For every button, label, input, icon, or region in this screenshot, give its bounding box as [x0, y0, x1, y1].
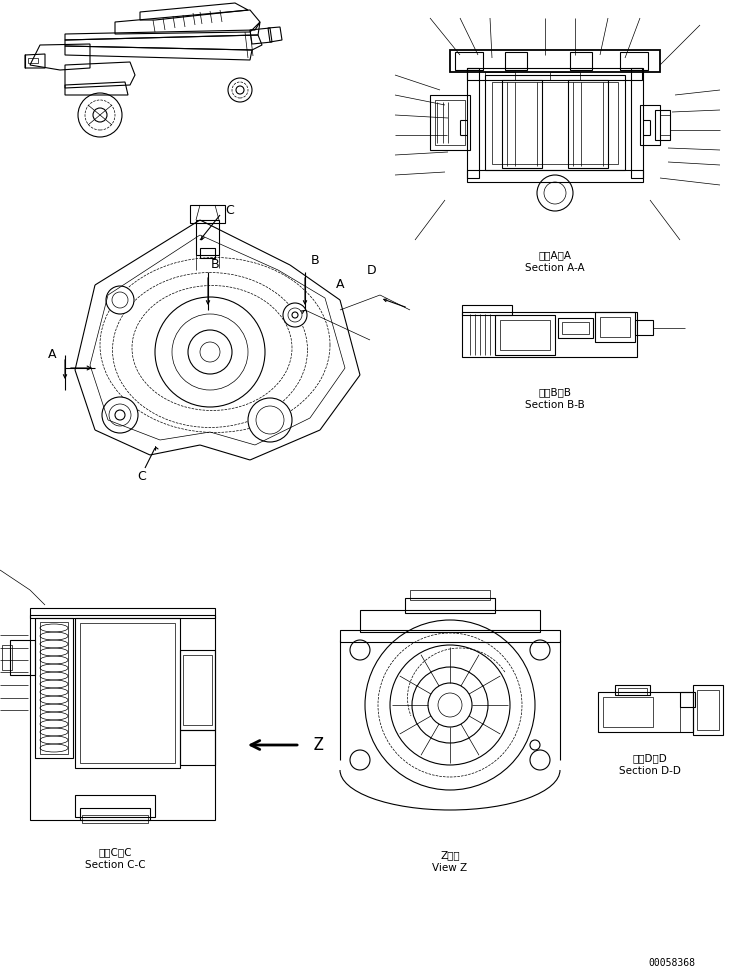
Text: Section D-D: Section D-D — [619, 766, 681, 776]
Bar — [467, 68, 479, 178]
Bar — [75, 795, 155, 817]
Text: B: B — [211, 258, 219, 271]
Bar — [603, 697, 653, 727]
Bar — [680, 692, 695, 707]
Text: Z　視: Z 視 — [440, 850, 460, 860]
Bar — [495, 315, 555, 355]
Bar — [697, 690, 719, 730]
Text: A: A — [336, 279, 344, 292]
Bar — [467, 68, 642, 80]
Bar — [200, 248, 215, 258]
Bar — [693, 685, 723, 735]
Bar — [655, 110, 670, 140]
Bar — [82, 815, 148, 823]
Bar — [598, 692, 693, 732]
Bar — [196, 220, 219, 255]
Bar — [40, 622, 68, 754]
Text: 断面D－D: 断面D－D — [633, 753, 667, 763]
Text: Section A-A: Section A-A — [526, 263, 585, 273]
Bar — [2, 645, 12, 670]
Bar — [550, 72, 580, 80]
Bar — [180, 650, 215, 730]
Bar — [430, 95, 470, 150]
Bar — [615, 685, 650, 695]
Bar — [600, 317, 630, 337]
Bar — [467, 170, 643, 182]
Bar — [595, 312, 635, 342]
Bar — [360, 610, 540, 632]
Bar — [485, 75, 625, 170]
Bar — [485, 72, 515, 80]
Circle shape — [248, 398, 292, 442]
Text: D: D — [368, 263, 377, 277]
Circle shape — [106, 286, 134, 314]
Bar — [502, 80, 542, 168]
Bar — [635, 320, 653, 335]
Bar — [618, 688, 647, 695]
Text: 断面A－A: 断面A－A — [539, 250, 572, 260]
Bar — [75, 618, 180, 768]
Text: C: C — [226, 204, 234, 216]
Text: Section C-C: Section C-C — [85, 860, 146, 870]
Text: B: B — [311, 254, 319, 266]
Bar — [10, 640, 35, 675]
Bar — [405, 598, 495, 613]
Bar — [435, 100, 465, 145]
Bar — [340, 630, 560, 642]
Bar — [558, 318, 593, 338]
Bar — [190, 205, 225, 223]
Circle shape — [102, 397, 138, 433]
Bar — [562, 322, 589, 334]
Bar — [180, 730, 215, 765]
Bar — [570, 52, 592, 70]
Bar — [450, 50, 660, 72]
Text: C: C — [137, 471, 146, 484]
Bar — [410, 590, 490, 600]
Text: Section B-B: Section B-B — [525, 400, 585, 410]
Bar — [505, 52, 527, 70]
Text: 断面B－B: 断面B－B — [539, 387, 572, 397]
Bar — [30, 608, 215, 618]
Bar — [640, 105, 660, 145]
Bar — [183, 655, 212, 725]
Bar — [35, 618, 73, 758]
Bar — [568, 80, 608, 168]
Bar — [620, 52, 648, 70]
Bar — [80, 623, 175, 763]
Text: Z: Z — [312, 736, 323, 754]
Bar — [30, 615, 215, 820]
Text: 断面C－C: 断面C－C — [98, 847, 132, 857]
Bar — [80, 808, 150, 820]
Text: View Z: View Z — [432, 863, 467, 873]
Bar — [462, 305, 512, 315]
Text: 00058368: 00058368 — [648, 958, 695, 968]
Bar — [660, 115, 670, 135]
Bar — [631, 68, 643, 178]
Bar — [455, 52, 483, 70]
Circle shape — [283, 303, 307, 327]
Bar — [492, 82, 618, 164]
Text: A: A — [48, 348, 57, 362]
Bar — [500, 320, 550, 350]
Bar — [462, 312, 637, 357]
